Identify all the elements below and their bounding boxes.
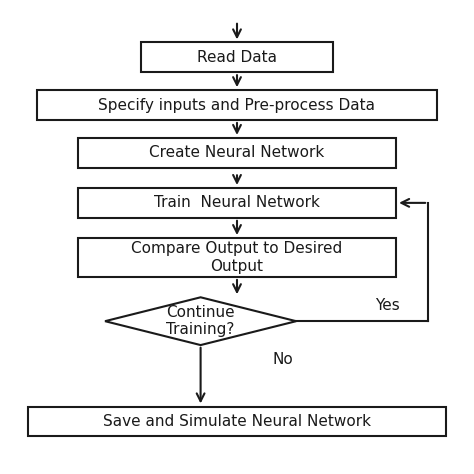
- Bar: [78, 188, 396, 218]
- Text: Yes: Yes: [375, 298, 400, 313]
- Text: Train  Neural Network: Train Neural Network: [154, 195, 320, 210]
- Text: Save and Simulate Neural Network: Save and Simulate Neural Network: [103, 414, 371, 429]
- Bar: [37, 90, 437, 120]
- Text: Compare Output to Desired
Output: Compare Output to Desired Output: [131, 241, 343, 273]
- Text: Specify inputs and Pre-process Data: Specify inputs and Pre-process Data: [99, 98, 375, 112]
- Text: No: No: [272, 352, 293, 367]
- Bar: [141, 43, 333, 72]
- Bar: [27, 407, 447, 436]
- Text: Continue
Training?: Continue Training?: [166, 305, 235, 337]
- Bar: [78, 138, 396, 168]
- Polygon shape: [105, 297, 296, 345]
- Bar: [78, 238, 396, 277]
- Text: Read Data: Read Data: [197, 50, 277, 65]
- Text: Create Neural Network: Create Neural Network: [149, 146, 325, 160]
